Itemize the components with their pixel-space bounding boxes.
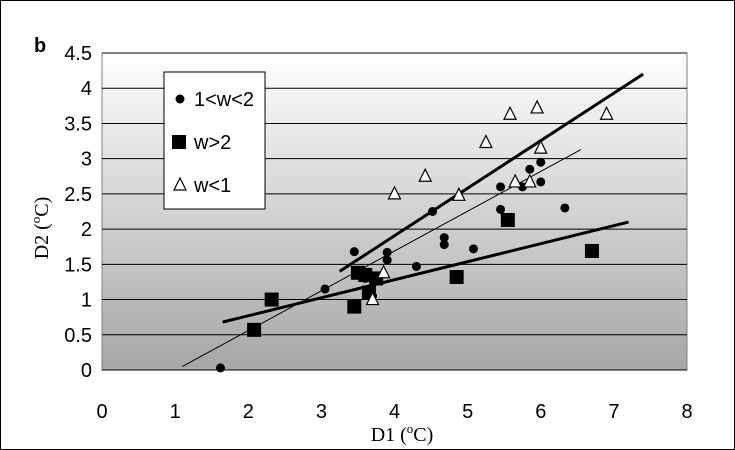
legend-label-1: 1<w<2 bbox=[194, 89, 254, 111]
data-point-triangle bbox=[522, 173, 537, 188]
data-point-circle bbox=[215, 363, 225, 373]
y-axis-title: D2 (oC) bbox=[28, 197, 53, 260]
x-tick-label: 5 bbox=[462, 401, 473, 423]
y-tick-label: 2.5 bbox=[64, 184, 92, 206]
data-point-square bbox=[247, 322, 262, 337]
data-point-circle bbox=[349, 247, 359, 257]
x-tick-label: 8 bbox=[681, 401, 692, 423]
x-tick-label: 4 bbox=[389, 401, 400, 423]
y-tick-label: 0.5 bbox=[64, 325, 92, 347]
x-tick-label: 0 bbox=[96, 401, 107, 423]
x-axis-title: D1 (oC) bbox=[371, 421, 434, 446]
data-point-circle bbox=[525, 164, 535, 174]
x-tick-label: 6 bbox=[535, 401, 546, 423]
legend-marker-square bbox=[172, 135, 186, 149]
x-tick-label: 2 bbox=[243, 401, 254, 423]
legend-label-2: w>2 bbox=[193, 132, 231, 154]
data-point-square bbox=[358, 267, 373, 282]
data-point-circle bbox=[536, 177, 546, 187]
data-point-square bbox=[449, 270, 464, 285]
x-axis-title-sup: o bbox=[407, 421, 414, 436]
data-point-square bbox=[347, 299, 362, 314]
data-point-triangle bbox=[503, 105, 518, 120]
data-point-square bbox=[500, 212, 515, 227]
y-axis-title-unit: C) bbox=[31, 197, 53, 217]
data-point-circle bbox=[496, 182, 506, 192]
legend-marker-circle bbox=[175, 94, 185, 104]
y-tick-label: 4.5 bbox=[64, 43, 92, 65]
legend-label-3: w<1 bbox=[193, 175, 231, 197]
data-point-circle bbox=[320, 284, 330, 294]
y-tick-label: 4 bbox=[81, 78, 92, 100]
data-point-circle bbox=[560, 203, 570, 213]
data-point-triangle bbox=[365, 291, 380, 306]
legend: 1<w<2 w>2 w<1 bbox=[163, 71, 266, 210]
data-point-triangle bbox=[508, 173, 523, 188]
y-tick-label: 3.5 bbox=[64, 113, 92, 135]
data-point-circle bbox=[411, 261, 421, 271]
data-point-circle bbox=[468, 244, 478, 254]
data-point-triangle bbox=[387, 185, 402, 200]
x-axis-title-main: D1 ( bbox=[371, 424, 407, 446]
data-point-triangle bbox=[376, 264, 391, 279]
data-point-circle bbox=[496, 204, 506, 214]
x-tick-label: 3 bbox=[316, 401, 327, 423]
y-axis-title-sup: o bbox=[28, 217, 43, 224]
y-axis-title-main: D2 ( bbox=[31, 223, 53, 259]
y-tick-label: 0 bbox=[81, 360, 92, 382]
data-point-square bbox=[264, 292, 279, 307]
data-point-circle bbox=[536, 157, 546, 167]
data-point-circle bbox=[382, 255, 392, 265]
y-tick-label: 2 bbox=[81, 219, 92, 241]
y-tick-label: 1 bbox=[81, 290, 92, 312]
data-point-triangle bbox=[418, 167, 433, 182]
y-tick-label: 1.5 bbox=[64, 254, 92, 276]
data-point-triangle bbox=[451, 186, 466, 201]
x-tick-label: 7 bbox=[608, 401, 619, 423]
data-point-square bbox=[584, 243, 599, 258]
x-tick-label: 1 bbox=[170, 401, 181, 423]
trendline bbox=[338, 72, 644, 273]
y-tick-label: 3 bbox=[81, 149, 92, 171]
data-point-circle bbox=[428, 207, 438, 216]
trendline bbox=[222, 220, 629, 324]
panel-label: b bbox=[34, 35, 46, 57]
data-point-triangle bbox=[530, 99, 545, 114]
x-axis-title-unit: C) bbox=[413, 424, 433, 446]
data-point-triangle bbox=[599, 105, 614, 120]
data-point-circle bbox=[382, 247, 392, 257]
data-point-circle bbox=[439, 240, 449, 250]
tick-labels: 0 0.5 1 1.5 2 2.5 3 3.5 4 4.5 0 1 2 3 4 5 6 7 8 bbox=[64, 43, 692, 423]
data-points bbox=[215, 99, 614, 373]
legend-marker-triangle bbox=[173, 176, 187, 191]
data-point-circle bbox=[439, 233, 449, 243]
data-point-triangle bbox=[478, 134, 493, 149]
data-point-triangle bbox=[533, 139, 548, 154]
